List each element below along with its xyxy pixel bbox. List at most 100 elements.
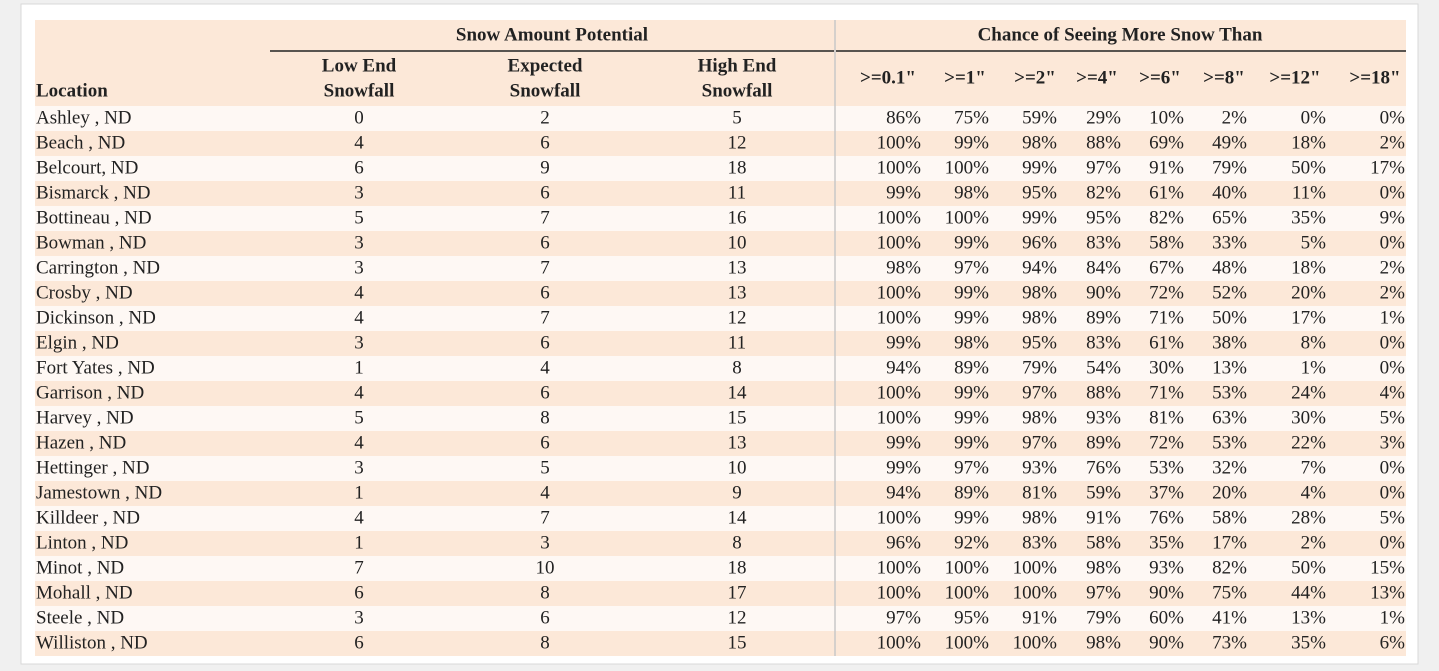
cell: 40% [1212, 182, 1247, 203]
cell: 41% [1212, 607, 1247, 628]
location: Crosby , ND [36, 282, 133, 303]
cell: 5 [354, 207, 364, 228]
row-band [35, 556, 1406, 581]
cell: 9 [540, 157, 550, 178]
cell: 97% [954, 257, 989, 278]
cell: 97% [954, 457, 989, 478]
cell: 99% [886, 432, 921, 453]
header-band [35, 20, 1406, 106]
cell: 33% [1212, 232, 1247, 253]
cell: 98% [1086, 557, 1121, 578]
cell: 15 [728, 407, 747, 428]
cell: 7 [540, 207, 550, 228]
column-header: >=8" [1203, 67, 1245, 88]
cell: 11 [728, 332, 746, 353]
cell: 99% [954, 507, 989, 528]
row-band [35, 156, 1406, 181]
column-header: >=0.1" [860, 67, 916, 88]
cell: 18 [728, 557, 747, 578]
location: Mohall , ND [36, 582, 133, 603]
cell: 6 [540, 432, 550, 453]
cell: 18% [1291, 132, 1326, 153]
cell: 35% [1291, 632, 1326, 653]
cell: 97% [1022, 382, 1057, 403]
cell: 89% [954, 357, 989, 378]
cell: 99% [886, 457, 921, 478]
cell: 79% [1212, 157, 1247, 178]
cell: 5% [1301, 232, 1327, 253]
cell: 98% [1022, 507, 1057, 528]
cell: 72% [1149, 282, 1184, 303]
cell: 53% [1212, 382, 1247, 403]
cell: 69% [1149, 132, 1184, 153]
cell: 14 [728, 507, 748, 528]
cell: 10 [728, 232, 747, 253]
cell: 88% [1086, 382, 1121, 403]
cell: 99% [954, 407, 989, 428]
cell: 100% [945, 207, 990, 228]
cell: 100% [877, 232, 922, 253]
cell: 4 [540, 357, 550, 378]
cell: 17% [1291, 307, 1326, 328]
cell: 15 [728, 632, 747, 653]
location: Harvey , ND [36, 407, 134, 428]
column-header: >=18" [1349, 67, 1400, 88]
row-band [35, 131, 1406, 156]
cell: 4 [354, 507, 364, 528]
cell: 3% [1380, 432, 1406, 453]
location: Williston , ND [36, 632, 148, 653]
location: Elgin , ND [36, 332, 119, 353]
cell: 0% [1301, 107, 1327, 128]
cell: 98% [1022, 307, 1057, 328]
row-band [35, 256, 1406, 281]
cell: 88% [1086, 132, 1121, 153]
cell: 82% [1149, 207, 1184, 228]
cell: 6 [540, 232, 550, 253]
column-header: >=4" [1076, 67, 1118, 88]
cell: 16 [728, 207, 747, 228]
cell: 8% [1301, 332, 1327, 353]
group-header: Snow Amount Potential [456, 24, 648, 45]
cell: 63% [1212, 407, 1247, 428]
cell: 100% [945, 632, 990, 653]
row-band [35, 531, 1406, 556]
cell: 14 [728, 382, 748, 403]
cell: 96% [1022, 232, 1057, 253]
cell: 49% [1212, 132, 1247, 153]
cell: 10 [536, 557, 555, 578]
cell: 2% [1380, 132, 1406, 153]
cell: 37% [1149, 482, 1184, 503]
cell: 1% [1301, 357, 1327, 378]
cell: 13% [1291, 607, 1326, 628]
cell: 2% [1380, 257, 1406, 278]
cell: 99% [886, 332, 921, 353]
cell: 3 [354, 257, 364, 278]
cell: 6 [540, 282, 550, 303]
cell: 4 [354, 382, 364, 403]
cell: 90% [1086, 282, 1121, 303]
cell: 1 [354, 532, 364, 553]
cell: 35% [1291, 207, 1326, 228]
cell: 82% [1086, 182, 1121, 203]
cell: 30% [1149, 357, 1184, 378]
cell: 5 [732, 107, 742, 128]
cell: 89% [954, 482, 989, 503]
location: Fort Yates , ND [36, 357, 155, 378]
cell: 29% [1086, 107, 1121, 128]
cell: 28% [1291, 507, 1326, 528]
cell: 83% [1086, 232, 1121, 253]
cell: 94% [1022, 257, 1057, 278]
row-band [35, 356, 1406, 381]
cell: 100% [877, 582, 922, 603]
cell: 8 [732, 532, 742, 553]
cell: 100% [877, 382, 922, 403]
cell: 59% [1022, 107, 1057, 128]
cell: 100% [877, 157, 922, 178]
cell: 86% [886, 107, 921, 128]
cell: 6 [354, 582, 364, 603]
cell: 8 [732, 357, 742, 378]
rows: Ashley , ND 0 2 5 86% 75% 59% 29% 10% 2% 0% 0%Beach… [35, 106, 1406, 656]
cell: 6 [540, 132, 550, 153]
column-header: High End [698, 55, 777, 76]
cell: 7 [354, 557, 364, 578]
